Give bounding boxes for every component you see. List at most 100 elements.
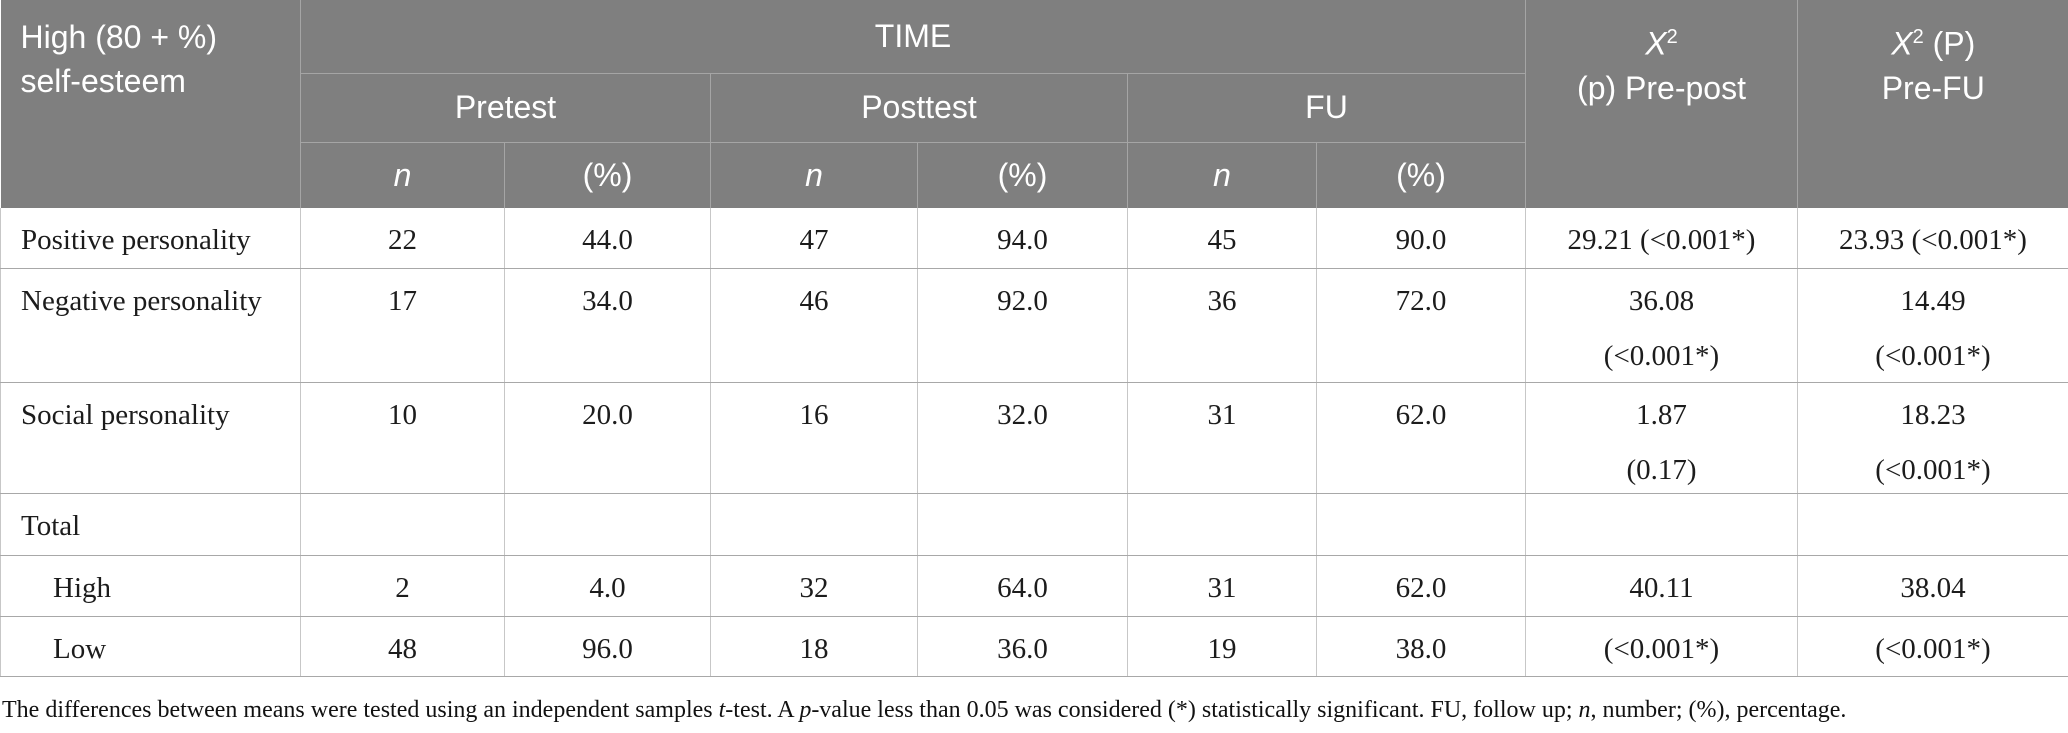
chi-value: 1.87 [1636,398,1687,431]
chi-superscript: 2 [1666,26,1678,48]
column-header-fu-pct: (%) [1316,142,1526,208]
column-group-header-posttest: Posttest [710,73,1128,143]
table-cell: 20.0 [504,382,711,494]
table-row-social-personality: Social personality 10 20.0 16 32.0 31 62… [0,382,2068,494]
footnote-italic-t: t [718,696,726,723]
chi-p-value: (<0.001*) [1875,453,1991,486]
chi-rest: (P) [1923,25,1976,62]
table-cell: 45 [1127,208,1317,269]
chi-pre-post-line1: X2 [1526,15,1797,66]
table-cell: 44.0 [504,208,711,269]
footnote-text: -test. A [725,696,800,723]
table-header: High (80 + %) self-esteem TIME X2 (p) Pr… [0,0,2068,208]
table-cell: 94.0 [917,208,1128,269]
chi-p-value: (<0.001*) [1875,339,1991,372]
table-cell-chi-pre-fu: 38.04 [1797,555,2068,617]
table-cell: 46 [710,268,918,383]
table-cell [917,493,1128,556]
chi-value: 40.11 [1629,571,1694,604]
chi-p-value: (<0.001*) [1875,632,1991,665]
table-cell: 72.0 [1316,268,1526,383]
table-cell: 62.0 [1316,555,1526,617]
table-cell-chi-pre-fu [1797,493,2068,556]
table-cell [710,493,918,556]
table-cell-chi-pre-fu: 18.23 (<0.001*) [1797,382,2068,494]
table-cell: 16 [710,382,918,494]
table-cell-chi-pre-post [1525,493,1798,556]
table-cell [1127,493,1317,556]
chi-symbol: X [1645,25,1667,62]
table-cell: 34.0 [504,268,711,383]
table-cell: 38.0 [1316,616,1526,677]
chi-p-value: (<0.001*) [1603,339,1720,372]
chi-value: 23.93 (<0.001*) [1839,224,2027,256]
chi-value: 14.49 [1900,284,1966,317]
row-label-total: Total [0,493,301,556]
table-cell: 19 [1127,616,1317,677]
table-cell [504,493,711,556]
footnote-italic-p: p [799,696,812,723]
column-group-header-pretest: Pretest [300,73,711,143]
table-cell: 32 [710,555,918,617]
chi-value: 36.08 [1628,284,1695,317]
column-header-chi-pre-post: X2 (p) Pre-post [1525,0,1798,208]
footnote-italic-n: n [1578,696,1591,723]
column-header-pretest-n: n [300,142,505,208]
table-cell: 90.0 [1316,208,1526,269]
chi-pre-post-line2: (p) Pre-post [1577,69,1746,106]
table-cell [1316,493,1526,556]
table-cell: 22 [300,208,505,269]
table-cell: 31 [1127,555,1317,617]
footnote-text: The differences between means were teste… [2,696,719,723]
chi-value: 18.23 [1900,398,1966,431]
table-cell: 36.0 [917,616,1128,677]
table-cell: 4.0 [504,555,711,617]
chi-superscript: 2 [1912,26,1924,48]
row-label-low: Low [0,616,301,677]
table-cell: 32.0 [917,382,1128,494]
table-cell-chi-pre-fu: 14.49 (<0.001*) [1797,268,2068,383]
column-header-chi-pre-fu: X2 (P) Pre-FU [1797,0,2068,208]
table-cell: 92.0 [917,268,1128,383]
footnote-text: , number; (%), percentage. [1590,696,1847,723]
column-header-fu-n: n [1127,142,1317,208]
table-body: Positive personality 22 44.0 47 94.0 45 … [0,208,2068,677]
row-label-positive-personality: Positive personality [0,208,301,269]
row-label-high: High [0,555,301,617]
row-label-social-personality: Social personality [0,382,301,494]
table-cell: 17 [300,268,505,383]
column-header-posttest-pct: (%) [917,142,1128,208]
row-label-negative-personality: Negative personality [0,268,301,383]
corner-header-self-esteem: High (80 + %) self-esteem [0,0,301,208]
table-cell-chi-pre-post: 36.08 (<0.001*) [1525,268,1798,383]
table-row-total: Total [0,493,2068,556]
table-row-high: High 2 4.0 32 64.0 31 62.0 40.11 38.04 [0,555,2068,617]
table-row-low: Low 48 96.0 18 36.0 19 38.0 (<0.001*) (<… [0,616,2068,677]
chi-symbol: X [1891,25,1913,62]
table-cell: 96.0 [504,616,711,677]
column-header-posttest-n: n [710,142,918,208]
chi-pre-fu-line1: X2 (P) [1798,15,2068,66]
table-cell: 48 [300,616,505,677]
column-group-header-fu: FU [1127,73,1526,143]
table-cell: 2 [300,555,505,617]
table-cell-chi-pre-post: 1.87 (0.17) [1525,382,1798,494]
table-cell: 62.0 [1316,382,1526,494]
corner-header-line1: High (80 + %) [20,19,218,55]
table-cell: 31 [1127,382,1317,494]
footnote-text: -value less than 0.05 was considered (*)… [811,696,1579,723]
table-cell-chi-pre-post: 29.21 (<0.001*) [1525,208,1798,269]
table-row-positive-personality: Positive personality 22 44.0 47 94.0 45 … [0,208,2068,269]
table-cell: 47 [710,208,918,269]
column-group-header-time: TIME [300,0,1526,74]
table-cell: 64.0 [917,555,1128,617]
chi-pre-fu-line2: Pre-FU [1881,69,1985,106]
table-cell-chi-pre-post: (<0.001*) [1525,616,1798,677]
chi-p-value: (<0.001*) [1603,632,1720,665]
chi-value: 38.04 [1900,571,1966,604]
table-cell-chi-pre-fu: 23.93 (<0.001*) [1797,208,2068,269]
corner-header-line2: self-esteem [20,63,186,99]
table-cell: 10 [300,382,505,494]
table-cell [300,493,505,556]
